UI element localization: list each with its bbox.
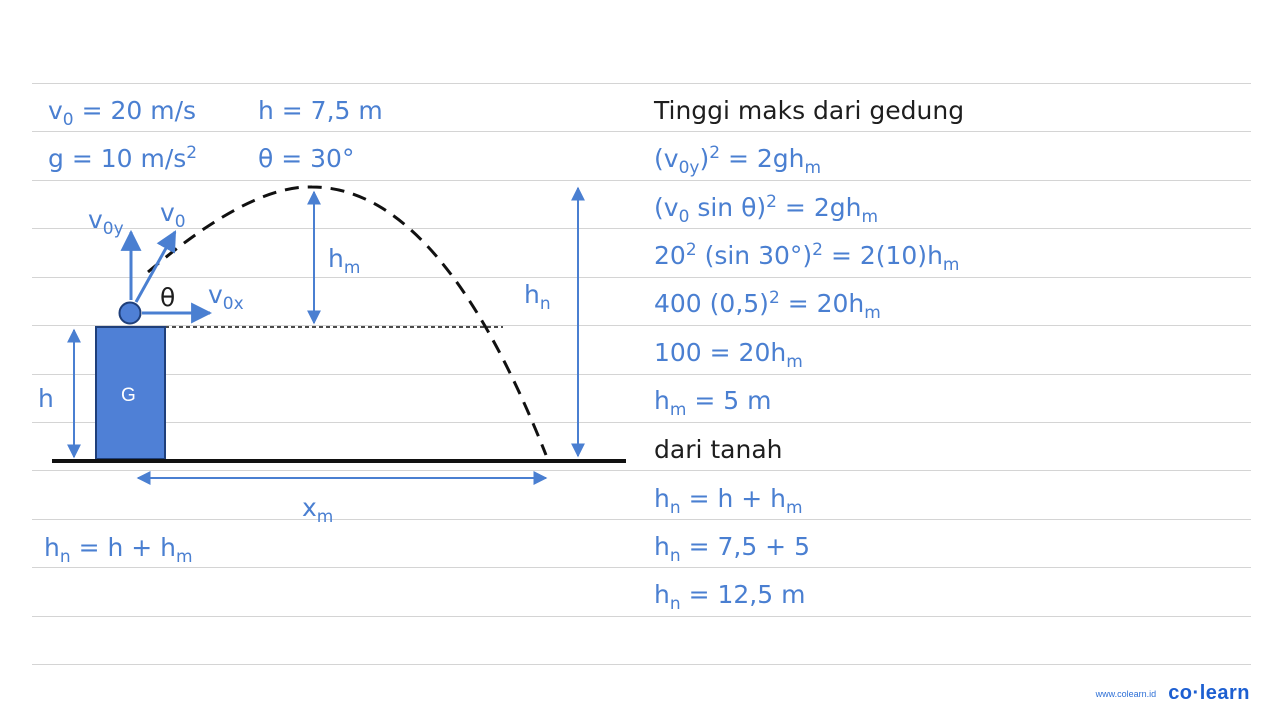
given-h: h = 7,5 m bbox=[258, 96, 383, 125]
solution-line-8: hn = 7,5 + 5 bbox=[654, 532, 810, 566]
solution-line-5: 100 = 20hm bbox=[654, 338, 803, 372]
rule-line bbox=[32, 131, 1251, 132]
given-v0: v0 = 20 m/s bbox=[48, 96, 197, 130]
v0y-label: v0y bbox=[88, 205, 124, 239]
rule-line bbox=[32, 374, 1251, 375]
ball bbox=[118, 301, 142, 325]
rule-line bbox=[32, 519, 1251, 520]
v0x-label: v0x bbox=[208, 280, 244, 314]
solution-line-2: (v0 sin θ)2 = 2ghm bbox=[654, 192, 879, 227]
trajectory-path bbox=[147, 185, 548, 456]
rule-line bbox=[32, 83, 1251, 84]
rule-line bbox=[32, 228, 1251, 229]
brand-url: www.colearn.id bbox=[1095, 688, 1157, 699]
theta-label: θ bbox=[160, 283, 176, 312]
rule-line bbox=[32, 180, 1251, 181]
hn-label: hn bbox=[524, 280, 551, 314]
given-g: g = 10 m/s2 bbox=[48, 143, 198, 173]
rule-line bbox=[32, 325, 1251, 326]
solution-line-6: hm = 5 m bbox=[654, 386, 772, 420]
formula-hn-left: hn = h + hm bbox=[44, 533, 193, 567]
rule-line bbox=[32, 616, 1251, 617]
rule-line bbox=[32, 470, 1251, 471]
xm-label: xm bbox=[302, 493, 334, 527]
rule-line bbox=[32, 422, 1251, 423]
given-theta: θ = 30° bbox=[258, 144, 355, 173]
v0-vector bbox=[134, 230, 177, 303]
v0-label: v0 bbox=[160, 198, 186, 232]
solution-line-7: hn = h + hm bbox=[654, 484, 803, 518]
solution-line-3: 202 (sin 30°)2 = 2(10)hm bbox=[654, 240, 960, 275]
solution-line-4: 400 (0,5)2 = 20hm bbox=[654, 288, 881, 323]
building-label: G bbox=[121, 385, 136, 406]
rule-line bbox=[32, 664, 1251, 665]
h-label: h bbox=[38, 384, 54, 413]
rule-line bbox=[32, 567, 1251, 568]
solution-line-1: (v0y)2 = 2ghm bbox=[654, 143, 822, 178]
solution-subtitle: dari tanah bbox=[654, 435, 783, 464]
hm-label: hm bbox=[328, 244, 361, 278]
brand-footer: www.colearn.id co·learn bbox=[1096, 682, 1250, 705]
rule-line bbox=[32, 277, 1251, 278]
brand-logo: co·learn bbox=[1168, 682, 1250, 704]
solution-title: Tinggi maks dari gedung bbox=[654, 96, 965, 125]
solution-line-9: hn = 12,5 m bbox=[654, 580, 806, 614]
